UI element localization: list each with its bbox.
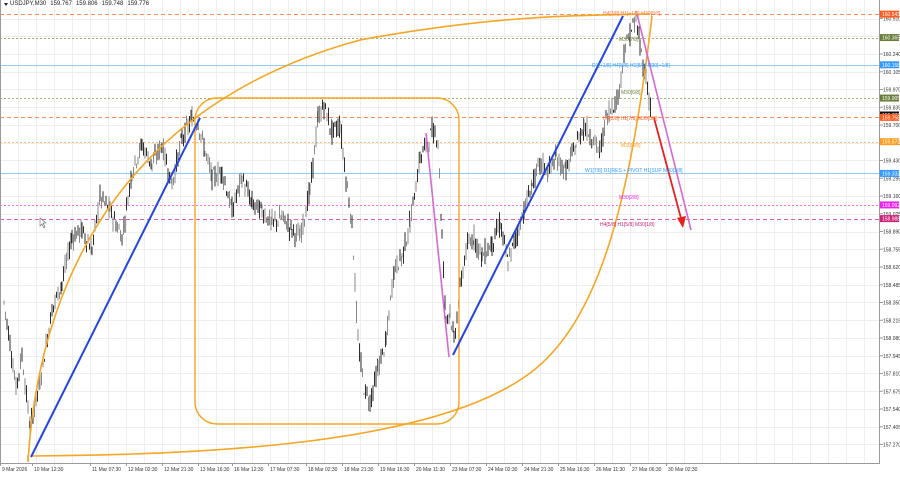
level-annotation: M30[4/8] xyxy=(621,143,641,149)
price-tick-label: 158.890 xyxy=(883,230,900,236)
price-tick-label: 157.675 xyxy=(883,389,900,395)
time-tick-label: 12 Mar 02:30 xyxy=(128,467,158,473)
magenta-trendline-1[interactable] xyxy=(425,132,450,358)
price-badge: 158.988 xyxy=(882,217,900,223)
price-tick-label: 159.835 xyxy=(883,105,900,111)
price-tick-label: 157.405 xyxy=(883,425,900,431)
level-annotation: H4[2/8] H1[7/8] M30[5/8] xyxy=(603,116,658,122)
price-tick-label: 157.540 xyxy=(883,407,900,413)
price-tick-label: 157.810 xyxy=(883,372,900,378)
price-tick-label: 158.080 xyxy=(883,336,900,342)
price-badge: 159.092 xyxy=(882,203,900,209)
red-arrow-line[interactable] xyxy=(653,117,683,223)
grid xyxy=(0,0,880,463)
time-tick-label: 23 Mar 07:30 xyxy=(452,467,482,473)
orange-arc-upper[interactable] xyxy=(27,13,651,463)
time-tick-label: 25 Mar 16:30 xyxy=(560,467,590,473)
price-tick-label: 159.295 xyxy=(883,176,900,182)
level-annotations: H4[3/8] H1[+1/8] M30[8/8] M30[7/8] D1[+1/8… xyxy=(585,11,683,228)
price-tick-label: 158.620 xyxy=(883,265,900,271)
level-annotation: H4[5/8] H1[5/8] M30[1/8] xyxy=(600,222,655,228)
time-tick-label: 26 Mar 11:30 xyxy=(596,467,625,473)
price-tick-label: 159.970 xyxy=(883,88,900,94)
price-tick-label: 158.755 xyxy=(883,247,900,253)
price-badge: 160.543 xyxy=(882,12,900,18)
high-value: 159.806 xyxy=(75,1,98,7)
price-badge: 159.758 xyxy=(882,115,900,121)
mouse-cursor-icon xyxy=(39,217,47,229)
price-tick-label: 158.215 xyxy=(883,318,900,324)
open-value: 159.767 xyxy=(50,1,72,7)
chart-title-bar: USDJPY,M30 159.767 159.806 159.748 159.7… xyxy=(4,1,151,7)
price-badge: 159.573 xyxy=(882,140,900,146)
price-badge: 160.365 xyxy=(882,36,900,42)
magenta-trendline-2[interactable] xyxy=(636,13,692,231)
level-annotation: H4[3/8] H1[+1/8] M30[8/8] xyxy=(603,11,661,17)
drawings xyxy=(27,13,692,463)
time-tick-label: 16 Mar 12:30 xyxy=(234,467,264,473)
time-tick-label: 30 Mar 02:30 xyxy=(668,467,698,473)
red-arrow-head-icon xyxy=(677,216,686,228)
level-annotation: M30[7/8] xyxy=(619,37,639,43)
level-annotation: M30[6/8] xyxy=(621,90,641,96)
price-tick-label: 159.430 xyxy=(883,159,900,165)
orange-arc-lower[interactable] xyxy=(27,15,653,462)
level-annotation: D1[+1/8] H4[8/8] H1[8/8] M30[+1/8] xyxy=(592,63,670,69)
time-tick-label: 9 Mar 2026 xyxy=(2,467,28,473)
close-value: 159.776 xyxy=(127,1,150,7)
level-annotation: W1[7/8] D1[RES + PIVOT H1[SUP M30[3/8] xyxy=(585,168,683,174)
time-tick-label: 10 Mar 12:30 xyxy=(34,467,64,473)
blue-trendline-1[interactable] xyxy=(30,117,201,458)
blue-trendline-2[interactable] xyxy=(452,15,624,356)
price-tick-label: 157.945 xyxy=(883,354,900,360)
price-tick-label: 158.350 xyxy=(883,301,900,307)
time-tick-label: 27 Mar 06:30 xyxy=(632,467,662,473)
time-tick-label: 11 Mar 07:30 xyxy=(92,467,121,473)
price-badge: 159.332 xyxy=(882,171,900,177)
time-tick-label: 20 Mar 11:30 xyxy=(416,467,445,473)
low-value: 159.748 xyxy=(101,1,124,7)
price-tick-label: 160.105 xyxy=(883,70,900,76)
price-badge: 160.158 xyxy=(882,63,900,69)
time-tick-label: 19 Mar 16:30 xyxy=(380,467,410,473)
price-tick-label: 160.240 xyxy=(883,52,900,58)
price-badge: 159.905 xyxy=(882,96,900,102)
time-tick-label: 12 Mar 21:30 xyxy=(164,467,194,473)
symbol-label: USDJPY,M30 xyxy=(10,1,47,7)
time-tick-label: 17 Mar 07:30 xyxy=(270,467,300,473)
time-tick-label: 13 Mar 16:30 xyxy=(200,467,230,473)
time-tick-label: 18 Mar 02:30 xyxy=(308,467,338,473)
price-tick-label: 158.485 xyxy=(883,283,900,289)
price-tick-label: 157.270 xyxy=(883,443,900,449)
time-tick-label: 18 Mar 21:30 xyxy=(344,467,374,473)
price-tick-label: 160.510 xyxy=(883,17,900,23)
time-tick-label: 24 Mar 21:30 xyxy=(524,467,554,473)
price-axis[interactable]: 160.510160.375160.240160.105159.970159.8… xyxy=(880,17,900,449)
level-annotation: M30[2/8] xyxy=(619,195,639,201)
orange-rounded-rectangle[interactable] xyxy=(194,97,460,425)
price-tick-label: 159.700 xyxy=(883,123,900,129)
time-tick-label: 24 Mar 02:30 xyxy=(488,467,518,473)
price-badges: 160.543160.365160.158159.905159.776159.7… xyxy=(880,10,900,223)
price-tick-label: 159.025 xyxy=(883,212,900,218)
price-tick-label: 159.160 xyxy=(883,194,900,200)
time-axis[interactable]: 9 Mar 2026 10 Mar 12:30 11 Mar 07:30 12 Mar… xyxy=(0,463,698,473)
dropdown-triangle-icon[interactable] xyxy=(4,2,8,6)
